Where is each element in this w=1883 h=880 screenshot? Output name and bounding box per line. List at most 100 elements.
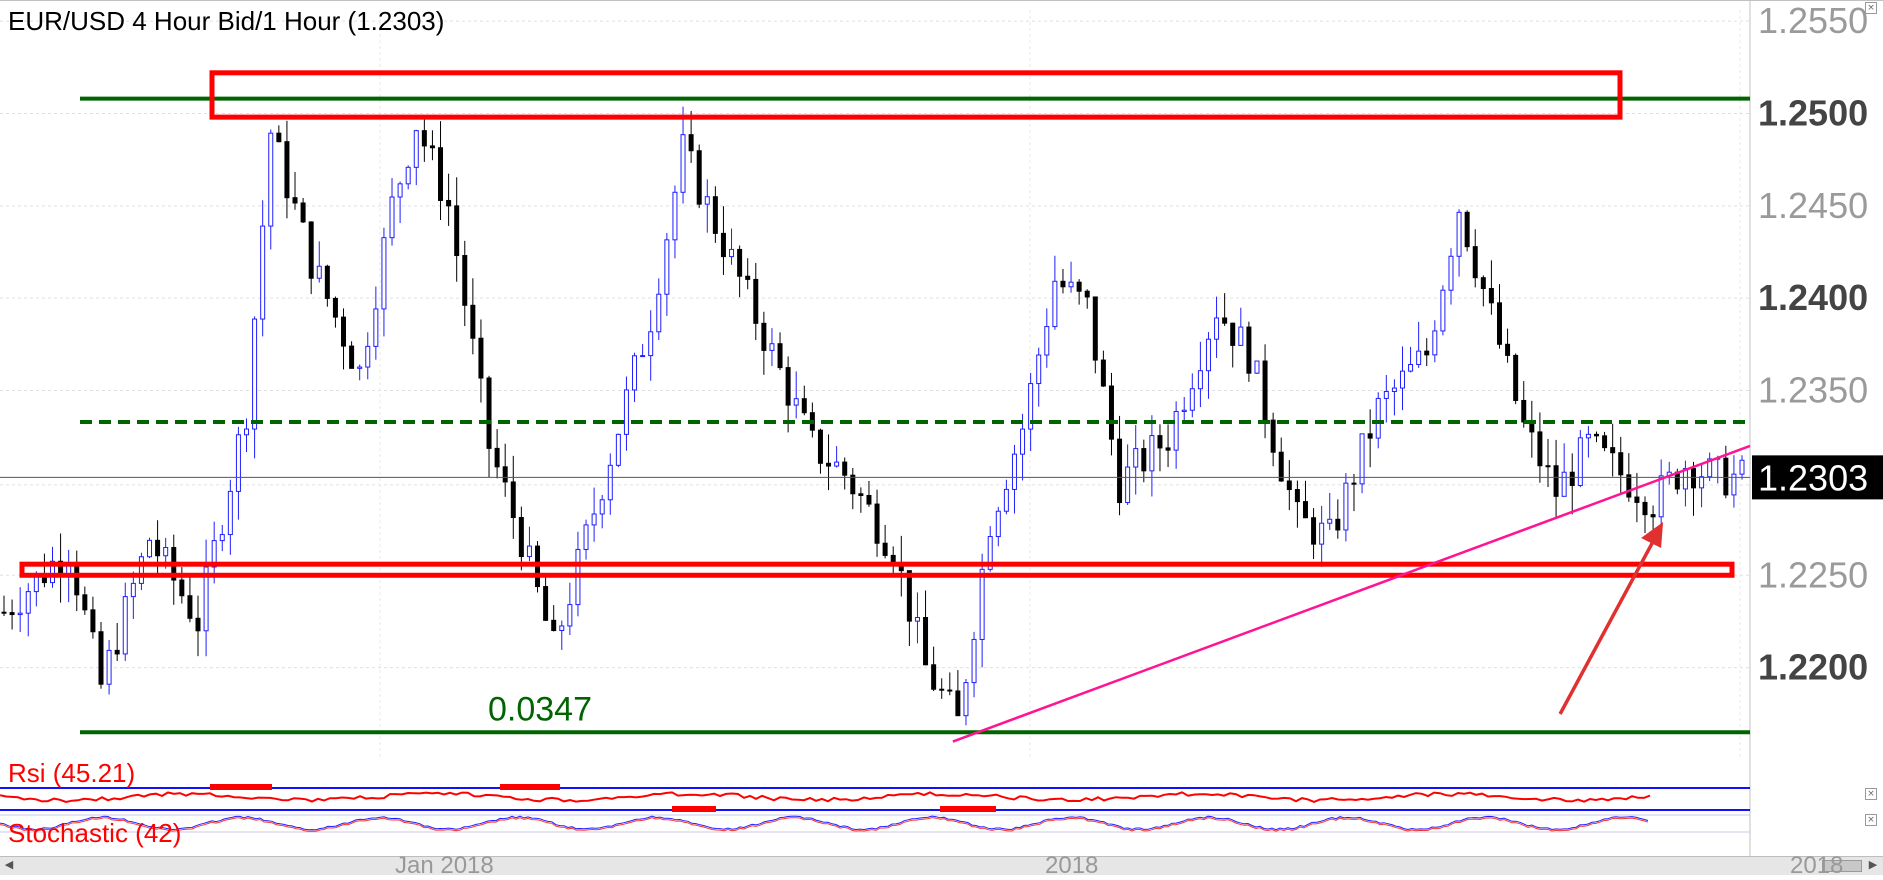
candle-body (9, 612, 15, 616)
candle-body (1359, 433, 1365, 485)
candle-body (607, 464, 613, 501)
candle-body (1464, 211, 1470, 248)
candle-body (1149, 435, 1155, 472)
candle-body (1545, 465, 1551, 468)
candle-body (1294, 489, 1300, 503)
rsi-highlight (210, 784, 272, 790)
candle-body (817, 429, 823, 464)
stoch-close-icon[interactable]: × (1865, 814, 1877, 826)
y-tick-label: 1.2450 (1758, 185, 1868, 226)
candle-body (1561, 471, 1567, 497)
candle-body (1084, 290, 1090, 298)
candle-body (454, 205, 460, 257)
candle-body (704, 196, 710, 205)
candle-body (931, 664, 937, 690)
y-tick-label: 1.2200 (1758, 647, 1868, 688)
candle-body (947, 689, 953, 692)
candle-body (1011, 453, 1017, 490)
candle-body (1739, 459, 1745, 475)
candle-body (1472, 246, 1478, 279)
candle-body (438, 147, 444, 201)
candle-body (284, 141, 290, 199)
candle-body (1367, 433, 1373, 439)
candle-body (122, 596, 128, 655)
candle-body (187, 595, 193, 619)
candle-body (1278, 451, 1284, 482)
arrow-head (1641, 522, 1664, 548)
scroll-right-icon[interactable]: ▶ (1868, 858, 1878, 871)
candle-body (720, 232, 726, 258)
chart-close-icon[interactable]: × (1865, 2, 1877, 14)
candle-body (1391, 387, 1397, 392)
candle-body (397, 183, 403, 198)
rsi-close-icon[interactable]: × (1865, 788, 1877, 800)
candle-body (1003, 488, 1009, 512)
x-tick-label: 2018 (1790, 852, 1844, 879)
scroll-thumb[interactable] (1822, 860, 1862, 872)
candle-body (696, 150, 702, 205)
candle-body (478, 337, 484, 379)
candle-body (1100, 359, 1106, 387)
candle-body (1230, 322, 1236, 346)
candle-body (17, 612, 23, 616)
horizontal-scrollbar[interactable] (0, 856, 1883, 875)
candle-body (1189, 388, 1195, 411)
rsi-label: Rsi (45.21) (8, 758, 136, 788)
candle-body (1068, 281, 1074, 288)
candle-body (494, 447, 500, 468)
candle-body (1028, 383, 1034, 430)
candle-body (1214, 317, 1220, 340)
candle-body (729, 248, 735, 258)
candle-body (1246, 326, 1252, 374)
candle-body (753, 278, 759, 324)
candle-body (1311, 517, 1317, 545)
candle-body (373, 308, 379, 347)
resistance-box (209, 70, 1623, 120)
candle-body (1375, 397, 1381, 439)
candle-body (1141, 448, 1147, 472)
candle-body (332, 297, 338, 318)
candle-body (559, 625, 565, 631)
candle-body (163, 547, 169, 557)
candle-body (1060, 280, 1066, 288)
candle-body (737, 248, 743, 277)
candle-body (551, 619, 557, 631)
trendline (952, 444, 1751, 743)
candle-body (1165, 447, 1171, 451)
candle-body (486, 377, 492, 449)
candle-body (1052, 280, 1058, 328)
candle-body (648, 331, 654, 357)
candle-body (866, 494, 872, 505)
candle-body (680, 134, 686, 193)
y-tick-label: 1.2550 (1758, 0, 1868, 41)
candle-body (90, 609, 96, 633)
arrow-shaft (1558, 533, 1659, 715)
candle-body (1658, 475, 1664, 518)
candle-body (1133, 448, 1139, 468)
candle-body (632, 355, 638, 391)
candle-body (939, 688, 945, 691)
candle-body (1521, 399, 1527, 423)
candle-body (979, 568, 985, 640)
candle-body (971, 638, 977, 684)
candle-body (543, 586, 549, 621)
candle-body (138, 556, 144, 584)
candle-body (1432, 330, 1438, 356)
candle-body (1440, 289, 1446, 332)
chart-title: EUR/USD 4 Hour Bid/1 Hour (1.2303) (8, 6, 445, 36)
candle-body (1238, 326, 1244, 346)
candle-body (1205, 338, 1211, 372)
candle-body (1690, 468, 1696, 489)
candle-body (688, 134, 694, 152)
candle-body (155, 539, 161, 557)
candle-body (1488, 288, 1494, 304)
candle-body (365, 345, 371, 368)
candle-body (623, 389, 629, 435)
candle-body (1505, 343, 1511, 356)
candle-body (1513, 354, 1519, 401)
candle-body (510, 481, 516, 519)
scroll-left-icon[interactable]: ◀ (4, 858, 14, 871)
candle-body (1424, 350, 1430, 356)
candle-body (1327, 518, 1333, 524)
candle-body (1537, 431, 1543, 467)
